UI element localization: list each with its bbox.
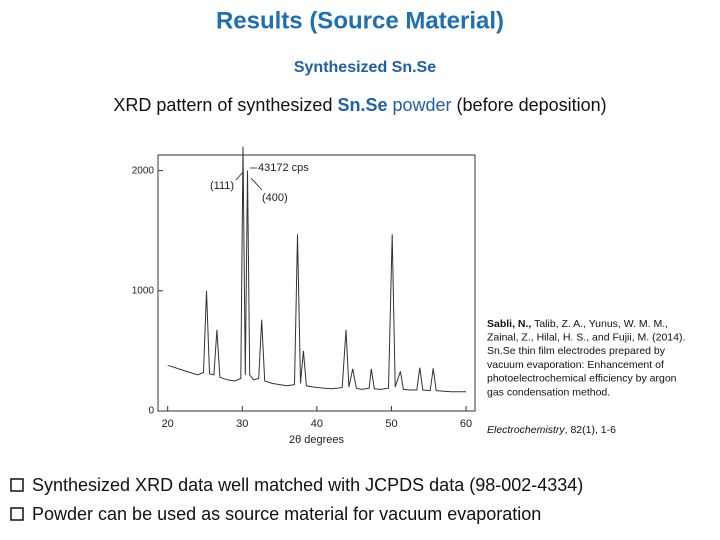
- citation-line: Sn.Se thin film electrodes prepared by: [487, 345, 666, 357]
- y-tick-label: 2000: [132, 165, 155, 176]
- bullet-marker: [10, 507, 24, 521]
- x-tick-label: 20: [162, 418, 174, 430]
- citation-line: gas condensation method.: [487, 386, 610, 398]
- title: Results (Source Material): [216, 7, 504, 34]
- x-tick-label: 50: [385, 418, 397, 430]
- citation: Electrochemistry, 82(1), 1-6: [487, 424, 616, 436]
- bullet: Powder can be used as source material fo…: [32, 504, 541, 524]
- citation-lines: Zainal, Z., Hilal, H. S., and Fujii, M. …: [487, 331, 685, 398]
- annotation: (400): [262, 192, 288, 204]
- x-tick-label: 40: [311, 418, 323, 430]
- desc-powder: powder: [388, 95, 452, 115]
- citation-journal: Electrochemistry: [487, 424, 565, 436]
- y-tick-label: 0: [148, 406, 154, 417]
- annotation-arrow: [235, 167, 263, 191]
- x-tick-label: 30: [236, 418, 248, 430]
- citation-line: Zainal, Z., Hilal, H. S., and Fujii, M. …: [487, 331, 685, 343]
- desc-material: Sn.Se: [337, 95, 387, 115]
- citation: Sabli, N., Talib, Z. A., Yunus, W. M. M.…: [487, 318, 668, 330]
- citation-line: photoelectrochemical efficiency by argon: [487, 373, 677, 385]
- xrd-chart: 0 1000 2000 20 30 40 50 60 2θ degrees 43172 cps (1…: [132, 146, 476, 446]
- bullet-marker: [10, 478, 24, 492]
- x-tick-label: 60: [460, 418, 472, 430]
- citation-ref: , 82(1), 1-6: [565, 424, 617, 436]
- citation-author: Sabli, N.,: [487, 318, 531, 330]
- desc-text: XRD pattern of synthesized: [113, 95, 337, 115]
- plot-frame: [157, 154, 476, 412]
- desc-text: (before deposition): [452, 95, 607, 115]
- annotation: (111): [210, 180, 234, 192]
- y-tick-label: 1000: [132, 285, 155, 296]
- bullet: Synthesized XRD data well matched with J…: [32, 475, 583, 495]
- citation-line: vacuum evaporation: Enhancement of: [487, 359, 664, 371]
- x-axis-label: 2θ degrees: [289, 434, 345, 446]
- xrd-pattern: [167, 146, 466, 393]
- annotation: 43172 cps: [258, 162, 309, 174]
- citation-text: Talib, Z. A., Yunus, W. M. M.,: [531, 318, 668, 330]
- description: XRD pattern of synthesized Sn.Se powder …: [113, 95, 606, 115]
- subtitle: Synthesized Sn.Se: [294, 59, 436, 76]
